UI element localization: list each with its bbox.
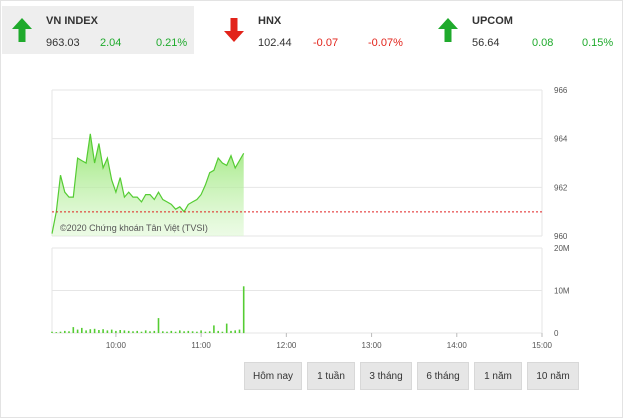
arrow-up-icon xyxy=(12,18,32,42)
volume-bar xyxy=(170,330,173,333)
volume-bar xyxy=(72,327,75,333)
watermark: ©2020 Chứng khoán Tân Việt (TVSI) xyxy=(60,223,208,233)
index-name: VN INDEX xyxy=(46,15,98,27)
x-tick-label: 11:00 xyxy=(191,341,211,350)
volume-bar xyxy=(196,331,198,333)
index-change-percent: 0.21% xyxy=(156,37,188,49)
volume-bar xyxy=(89,329,92,333)
range-button-6-months[interactable]: 6 tháng xyxy=(417,362,469,390)
volume-bar xyxy=(51,331,53,333)
range-button-1-year[interactable]: 1 năm xyxy=(474,362,522,390)
volume-bar xyxy=(208,331,211,333)
volume-bar xyxy=(59,331,62,333)
price-tick-label: 964 xyxy=(554,135,568,144)
volume-bar xyxy=(127,330,130,333)
arrow-down-icon xyxy=(224,18,244,42)
volume-bar xyxy=(140,331,143,333)
volume-bar xyxy=(93,328,96,334)
price-area xyxy=(52,133,244,236)
range-button-3-months[interactable]: 3 tháng xyxy=(360,362,412,390)
volume-bar xyxy=(234,330,236,333)
volume-bar xyxy=(55,332,58,333)
price-tick-label: 962 xyxy=(554,183,568,192)
volume-bar xyxy=(191,331,194,333)
volume-bar xyxy=(225,323,228,333)
x-tick-label: 13:00 xyxy=(362,341,383,350)
volume-bar xyxy=(162,331,164,333)
index-change-percent: 0.15% xyxy=(582,37,614,49)
volume-bar xyxy=(217,330,219,333)
index-change: -0.07 xyxy=(313,37,339,49)
volume-bar xyxy=(144,330,147,333)
volume-bar xyxy=(136,330,138,333)
volume-bar xyxy=(119,330,121,333)
range-button-today[interactable]: Hôm nay xyxy=(244,362,302,390)
index-value: 963.03 xyxy=(46,37,80,49)
volume-bar xyxy=(153,330,156,333)
x-tick-label: 15:00 xyxy=(532,341,553,350)
volume-bar xyxy=(98,330,100,333)
volume-bar xyxy=(81,327,83,333)
volume-bar xyxy=(221,331,224,333)
volume-bar xyxy=(174,331,177,333)
volume-bar xyxy=(179,330,181,333)
volume-bar xyxy=(238,329,241,333)
volume-bar xyxy=(123,330,126,333)
volume-bar xyxy=(187,330,190,333)
volume-bar xyxy=(149,331,151,333)
x-tick-label: 14:00 xyxy=(447,341,468,350)
arrow-up-icon xyxy=(438,18,458,42)
index-change: 2.04 xyxy=(100,37,122,49)
x-tick-label: 10:00 xyxy=(106,341,127,350)
volume-bar xyxy=(76,329,79,333)
volume-bar xyxy=(106,330,109,333)
index-name: UPCOM xyxy=(472,15,513,27)
volume-bar xyxy=(157,318,160,333)
price-tick-label: 966 xyxy=(554,86,568,95)
index-value: 56.64 xyxy=(472,37,500,49)
index-value: 102.44 xyxy=(258,37,292,49)
index-change-percent: -0.07% xyxy=(368,37,403,49)
volume-bar xyxy=(200,330,202,333)
volume-bar xyxy=(110,329,113,333)
volume-bar xyxy=(166,331,168,333)
volume-bar xyxy=(64,330,66,333)
price-line xyxy=(51,133,245,234)
tab-vn-index[interactable]: VN INDEX 963.03 2.04 0.21% xyxy=(2,6,194,54)
volume-bar xyxy=(85,330,87,333)
index-name: HNX xyxy=(258,15,282,27)
volume-bar xyxy=(132,331,134,333)
volume-bar xyxy=(183,331,185,333)
x-tick-label: 12:00 xyxy=(276,341,297,350)
volume-bar xyxy=(230,330,232,333)
volume-bar xyxy=(115,330,117,333)
tab-hnx[interactable]: HNX 102.44 -0.07 -0.07% xyxy=(214,6,406,54)
volume-bar xyxy=(204,331,207,333)
volume-bar xyxy=(213,325,215,333)
volume-bar xyxy=(68,331,70,333)
range-button-1-week[interactable]: 1 tuần xyxy=(307,362,355,390)
volume-bar xyxy=(102,329,104,333)
volume-tick-label: 10M xyxy=(554,287,570,296)
price-tick-label: 960 xyxy=(554,232,568,241)
volume-tick-label: 20M xyxy=(554,244,570,253)
range-button-10-years[interactable]: 10 năm xyxy=(527,362,579,390)
tab-upcom[interactable]: UPCOM 56.64 0.08 0.15% xyxy=(428,6,620,54)
index-change: 0.08 xyxy=(532,37,554,49)
volume-bar xyxy=(242,286,245,334)
volume-tick-label: 0 xyxy=(554,329,559,338)
